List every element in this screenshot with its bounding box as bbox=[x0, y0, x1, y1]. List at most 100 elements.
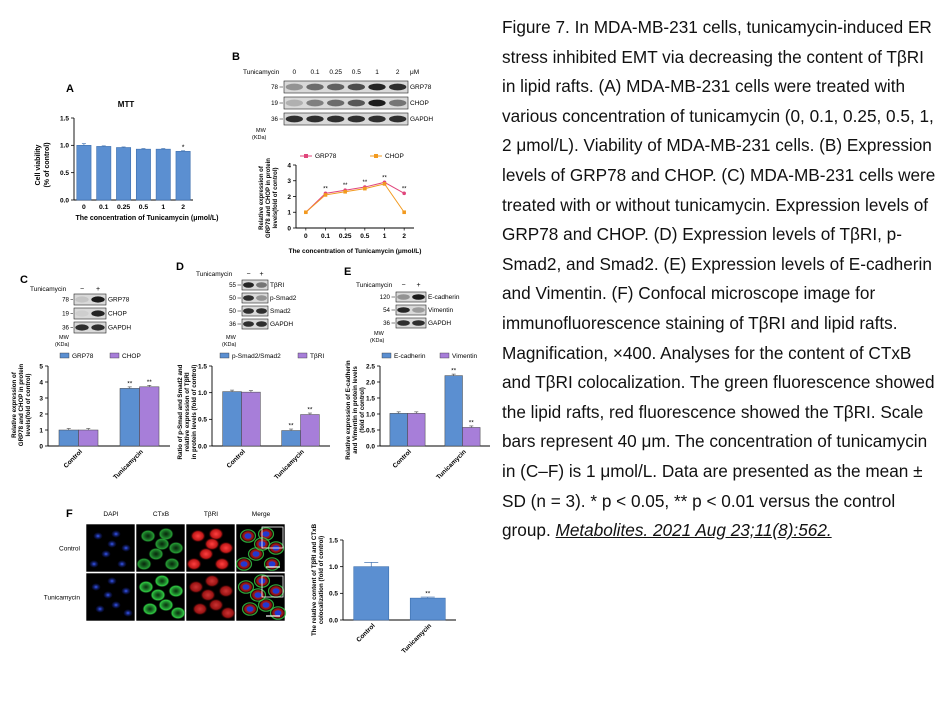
panel-f-dapi-nucleus bbox=[121, 544, 131, 552]
panel-b-point bbox=[382, 182, 387, 186]
panel-b-blots: 78 GRP78 19 CHOP 36 GAPDH bbox=[271, 80, 433, 126]
panel-c-bar bbox=[119, 388, 140, 447]
panel-f-merge-green bbox=[249, 588, 267, 602]
panel-c-blot-strip bbox=[73, 293, 107, 306]
panel-a-ytick-label: 0.0 bbox=[60, 197, 69, 204]
panel-b-series-line bbox=[305, 181, 405, 213]
panel-f-tbri-cell bbox=[204, 574, 220, 588]
panel-b-concentration-label: 0 bbox=[293, 69, 297, 76]
panel-c-bar bbox=[58, 429, 79, 447]
panel-e-significance: ** bbox=[451, 368, 457, 375]
panel-d-mw-1: MW bbox=[226, 335, 237, 341]
panel-e-significance: ** bbox=[469, 419, 475, 426]
panel-f: F DAPI CTxB TβRI Merge Control Tunicamycin T… bbox=[44, 508, 456, 655]
panel-d-bar bbox=[281, 430, 301, 447]
panel-c-ytick-label: 2 bbox=[39, 411, 43, 418]
panel-b-ytick-label: 2 bbox=[287, 194, 291, 201]
panel-f-dapi-nucleus bbox=[91, 583, 101, 591]
panel-f-merge-nucleus bbox=[274, 610, 282, 616]
panel-f-row-label: Control bbox=[59, 546, 81, 553]
panel-c-blot-strip bbox=[73, 307, 107, 320]
panel-f-tbri-cell bbox=[188, 580, 204, 594]
panel-b-band bbox=[326, 83, 345, 91]
panel-a-xtick-label: 0 bbox=[82, 204, 86, 211]
panel-d-treatment-label: Tunicamycin bbox=[196, 271, 233, 278]
panel-f-merge-nucleus bbox=[240, 561, 248, 567]
panel-a-ylabel-1: Cell viability bbox=[35, 144, 42, 185]
panel-c-xtick-label: Control bbox=[63, 448, 84, 469]
panel-b-significance: ** bbox=[343, 183, 348, 189]
panel-b-mw-1: MW bbox=[256, 128, 267, 134]
panel-b-significance: ** bbox=[402, 186, 407, 192]
panel-b-unit: μM bbox=[410, 69, 419, 76]
panel-f-inset-box bbox=[261, 575, 284, 598]
panel-f-tbri-cell bbox=[204, 537, 220, 551]
panel-a-bar bbox=[155, 148, 171, 201]
panel-c-mw-1: MW bbox=[59, 335, 70, 341]
panel-d-legend-label: p-Smad2/Smad2 bbox=[232, 353, 281, 360]
panel-c-treatment-label: Tunicamycin bbox=[30, 286, 67, 293]
panel-f-dapi-nucleus bbox=[93, 532, 103, 540]
panel-e-protein-name: GAPDH bbox=[428, 320, 451, 327]
panel-e-legend-swatch bbox=[381, 352, 392, 359]
panel-f-merge-green bbox=[239, 529, 257, 543]
panel-d-significance: ** bbox=[289, 423, 295, 430]
figure-svg: A MTT Cell viability (% of control) 0.00… bbox=[11, 51, 490, 655]
panel-c-ylabel-1: Relative expression of bbox=[11, 371, 18, 438]
panel-b-legend-label: CHOP bbox=[385, 153, 404, 160]
panel-a-bar bbox=[76, 145, 92, 201]
panel-f-merge-nucleus bbox=[272, 588, 280, 594]
panel-b-xtick-label: 0.1 bbox=[321, 233, 330, 240]
panel-d-band bbox=[243, 282, 254, 288]
panel-e-legend-label: Vimentin bbox=[452, 353, 478, 360]
panel-e-blot-strip bbox=[395, 291, 427, 303]
panel-e-bar bbox=[444, 375, 463, 447]
panel-b-xtick-label: 1 bbox=[383, 233, 387, 240]
panel-c-protein-name: CHOP bbox=[108, 311, 127, 318]
panel-a-xlabel: The concentration of Tunicamycin (μmol/L… bbox=[76, 215, 219, 222]
panel-f-merge-nucleus bbox=[262, 531, 270, 537]
panel-d-ytick-label: 1.0 bbox=[198, 390, 207, 397]
panel-d-protein-name: TβRI bbox=[270, 282, 284, 289]
panel-e-ytick-label: 2.5 bbox=[366, 363, 375, 370]
panel-f-merge-green bbox=[257, 598, 275, 612]
panel-c-mw-value: 36 bbox=[62, 325, 69, 332]
panel-b-xtick-label: 0 bbox=[304, 233, 308, 240]
panel-b-mw-value: 36 bbox=[271, 116, 278, 123]
panel-e-xtick-label: Control bbox=[392, 448, 413, 469]
panel-a-ytick-label: 1.5 bbox=[60, 115, 69, 122]
panel-b-band bbox=[306, 115, 324, 123]
panel-c-lane-label: − bbox=[80, 286, 84, 293]
panel-f-merge-nucleus bbox=[252, 551, 260, 557]
panel-b-significance: ** bbox=[362, 180, 367, 186]
panel-f-dapi-nucleus bbox=[121, 587, 131, 595]
panel-d-chart: 0.0 0.5 1.0 1.5 Control ** ** Tunicamycin bbox=[198, 363, 330, 481]
panel-b-ylabel-1: Relative expression of bbox=[259, 165, 265, 230]
panel-e-bar bbox=[462, 427, 481, 447]
caption-citation-link[interactable]: Metabolites. 2021 Aug 23;11(8):562. bbox=[555, 520, 832, 541]
panel-b-protein-name: CHOP bbox=[410, 100, 429, 107]
panel-b-ylabel-2: GRP78 and CHOP in protein bbox=[266, 158, 272, 238]
panel-c-mw-value: 19 bbox=[62, 311, 69, 318]
panel-e-protein-name: Vimentin bbox=[428, 307, 454, 314]
panel-e-band bbox=[412, 320, 425, 326]
panel-b-mw-2: (KDa) bbox=[252, 135, 267, 141]
panel-d-xtick-label: Tunicamycin bbox=[273, 448, 306, 481]
panel-b-concentration-label: 0.5 bbox=[352, 69, 361, 76]
panel-a-xtick-label: 2 bbox=[181, 204, 185, 211]
panel-e-xtick-label: Tunicamycin bbox=[435, 448, 468, 481]
panel-f-tbri-cell bbox=[198, 547, 214, 561]
panel-e-ytick-label: 0.5 bbox=[366, 427, 375, 434]
panel-d-blots: 55 TβRI 50 p-Smad2 50 Smad2 36 GAPDH bbox=[229, 279, 297, 330]
panel-d-lane-label: − bbox=[246, 271, 250, 278]
panel-a-ytick-label: 1.0 bbox=[60, 143, 69, 150]
panel-b-band bbox=[285, 115, 304, 123]
panel-f-column-label: TβRI bbox=[204, 511, 218, 518]
panel-d-mw-value: 50 bbox=[229, 295, 236, 302]
panel-e-lanes: − + bbox=[401, 282, 420, 289]
panel-f-column-labels: DAPI CTxB TβRI Merge bbox=[103, 511, 270, 518]
panel-f-ctxb-cell bbox=[158, 598, 174, 612]
panel-c-significance: ** bbox=[147, 379, 153, 386]
panel-b-significance: ** bbox=[323, 186, 328, 192]
